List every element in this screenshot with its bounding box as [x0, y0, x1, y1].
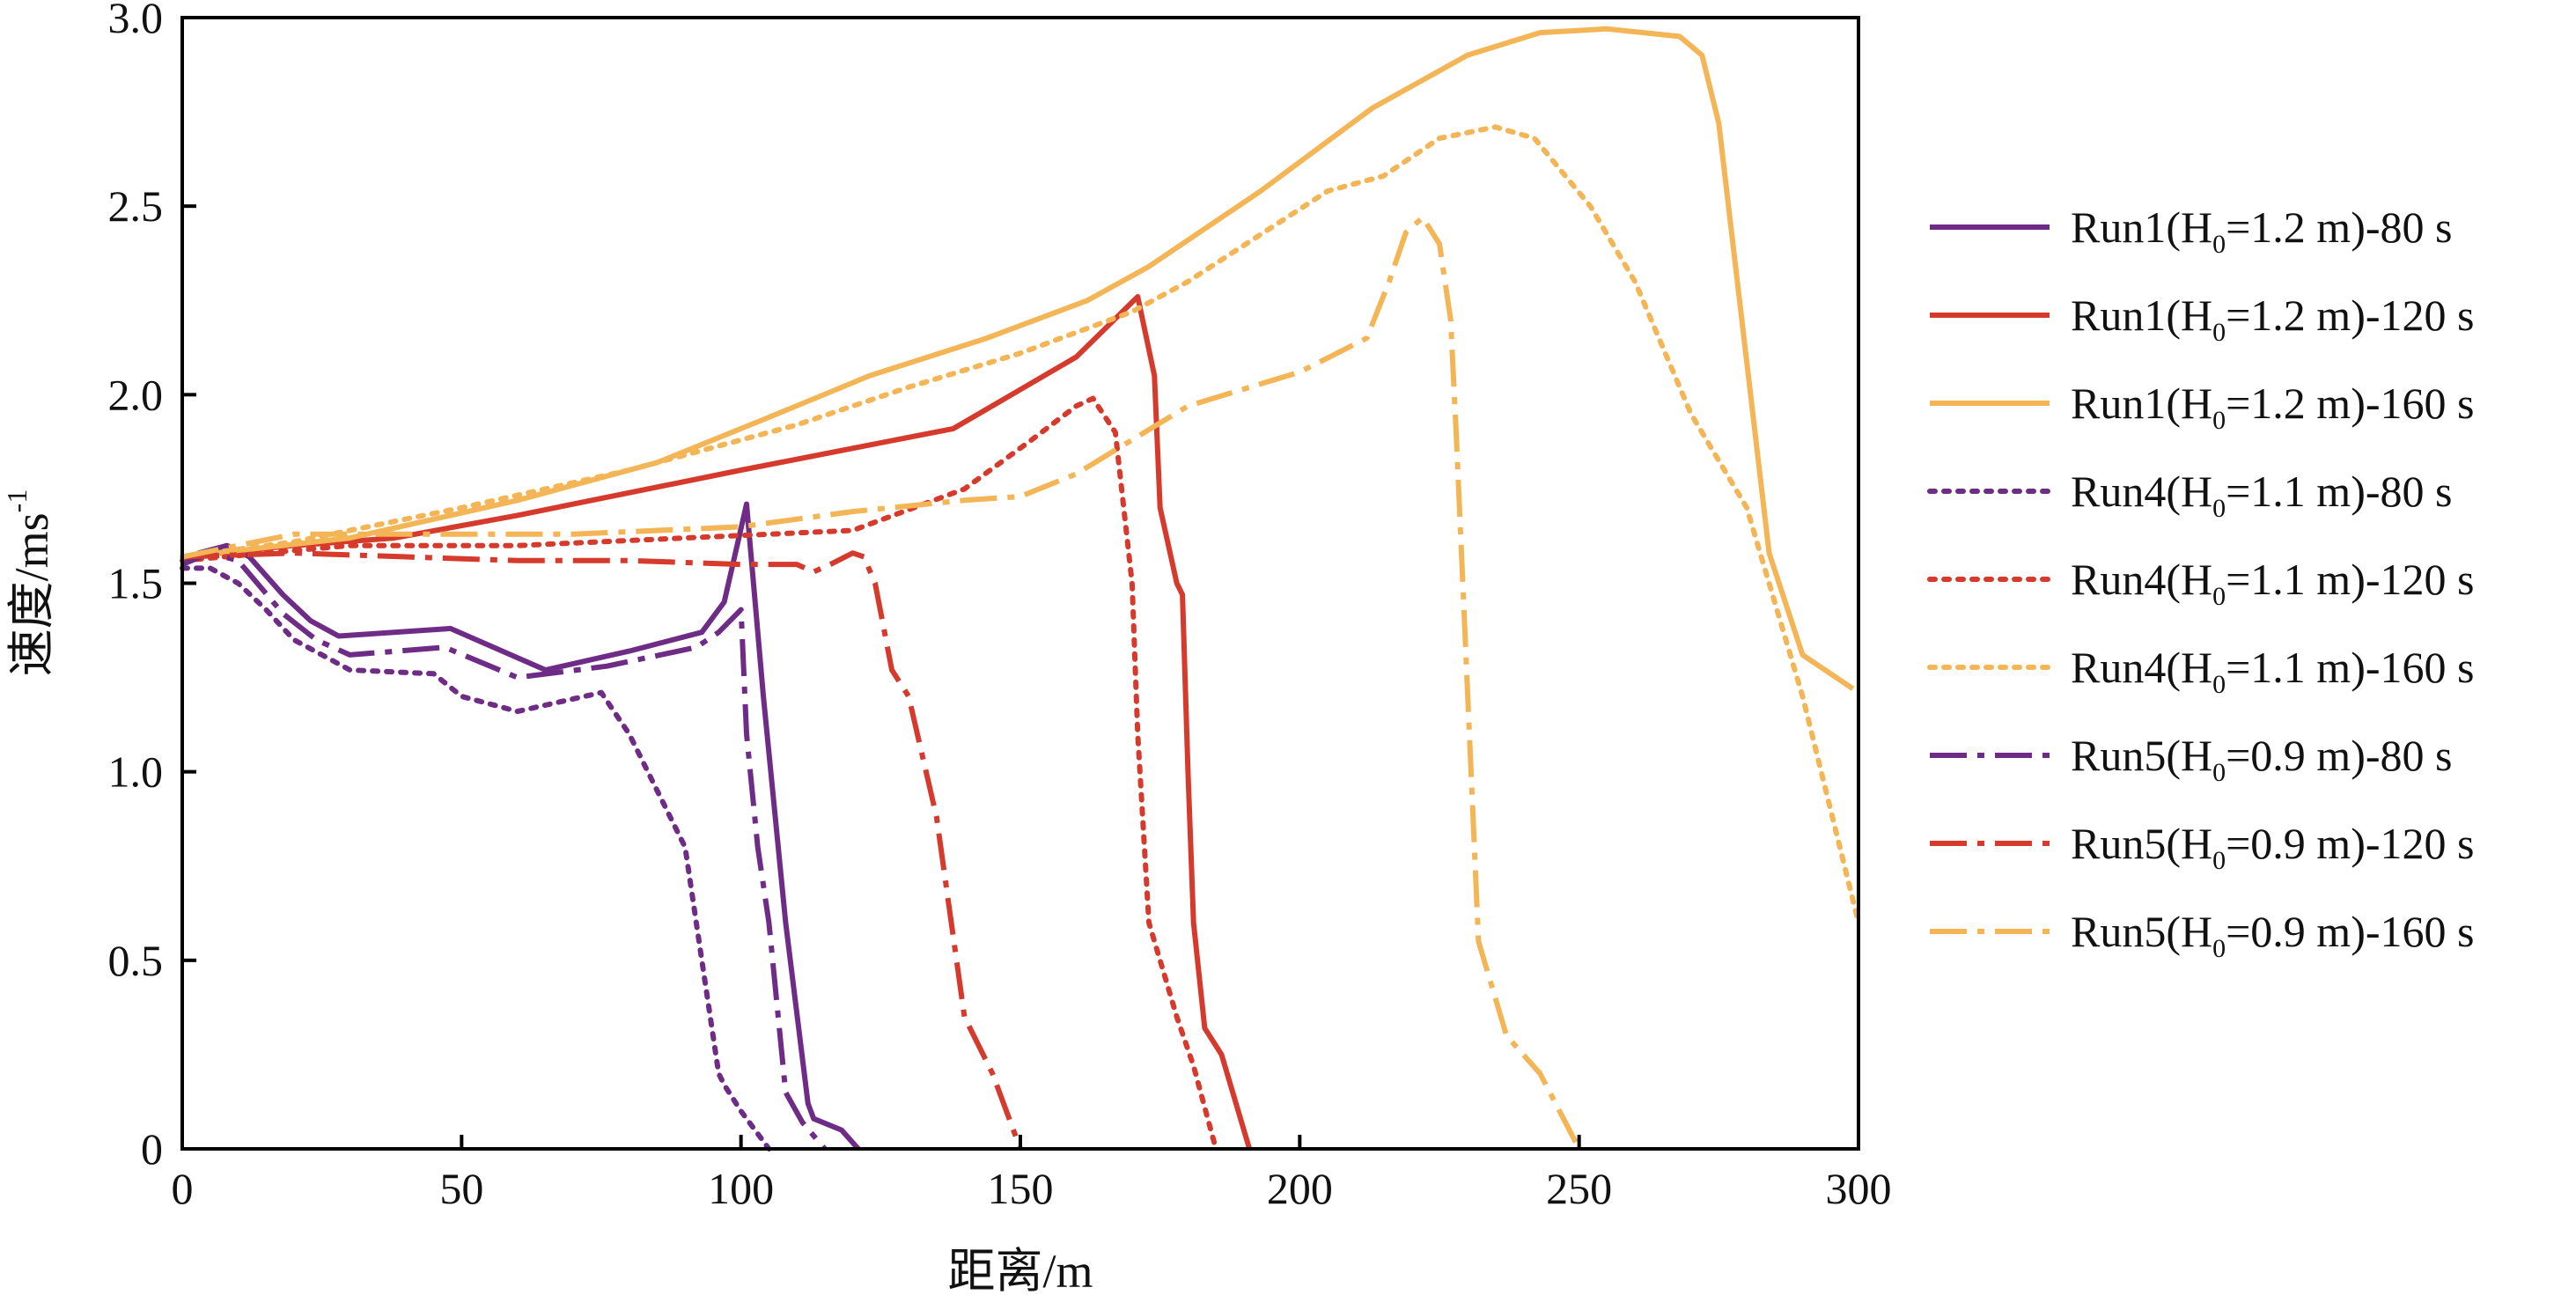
series-line-4 — [180, 565, 772, 1152]
y-axis-title-main: 速度/ms — [5, 512, 58, 676]
legend-label-7: Run5(H0=0.9 m)-80 s — [2071, 731, 2452, 787]
legend-label-3: Run1(H0=1.2 m)-160 s — [2071, 379, 2474, 435]
x-tick-label: 50 — [439, 1164, 483, 1213]
series-line-6 — [180, 124, 1861, 925]
series-line-7 — [180, 550, 828, 1151]
legend-label-6: Run4(H0=1.1 m)-160 s — [2071, 643, 2474, 699]
series-line-3 — [181, 26, 1855, 691]
legend-label-8: Run5(H0=0.9 m)-120 s — [2071, 819, 2474, 875]
y-axis-ticks: 0 0.5 1.0 1.5 2.0 2.5 3.0 — [108, 0, 196, 1174]
y-axis-title-exponent: -1 — [1, 489, 33, 513]
legend-label-4: Run4(H0=1.1 m)-80 s — [2071, 467, 2452, 523]
series-line-9 — [181, 215, 1582, 1151]
x-axis-title: 距离/m — [947, 1245, 1093, 1295]
y-tick-label: 1.5 — [108, 559, 164, 608]
y-tick-label: 3.0 — [108, 0, 164, 42]
x-axis-ticks: 0 50 100 150 200 250 300 — [172, 1135, 1892, 1213]
x-tick-label: 300 — [1826, 1164, 1892, 1213]
y-tick-label: 2.5 — [108, 181, 164, 231]
legend-label-1: Run1(H0=1.2 m)-80 s — [2071, 202, 2452, 259]
y-axis-title: 速度/ms-1 — [1, 489, 58, 677]
x-tick-label: 250 — [1546, 1164, 1612, 1213]
series-line-2 — [181, 294, 1253, 1150]
x-tick-label: 200 — [1267, 1164, 1333, 1213]
plot-area — [182, 18, 1858, 1149]
x-tick-label: 150 — [988, 1164, 1054, 1213]
series-lines — [180, 26, 1861, 1152]
series-line-8 — [181, 550, 1023, 1151]
legend: Run1(H0=1.2 m)-80 s Run1(H0=1.2 m)-120 s R… — [1927, 202, 2474, 963]
x-tick-label: 0 — [172, 1164, 194, 1213]
y-tick-label: 0 — [141, 1124, 163, 1174]
legend-label-2: Run1(H0=1.2 m)-120 s — [2071, 291, 2474, 347]
y-tick-label: 2.0 — [108, 370, 164, 419]
y-tick-label: 0.5 — [108, 936, 164, 985]
legend-label-9: Run5(H0=0.9 m)-160 s — [2071, 907, 2474, 963]
x-tick-label: 100 — [708, 1164, 774, 1213]
legend-label-5: Run4(H0=1.1 m)-120 s — [2071, 555, 2474, 611]
y-tick-label: 1.0 — [108, 747, 164, 797]
